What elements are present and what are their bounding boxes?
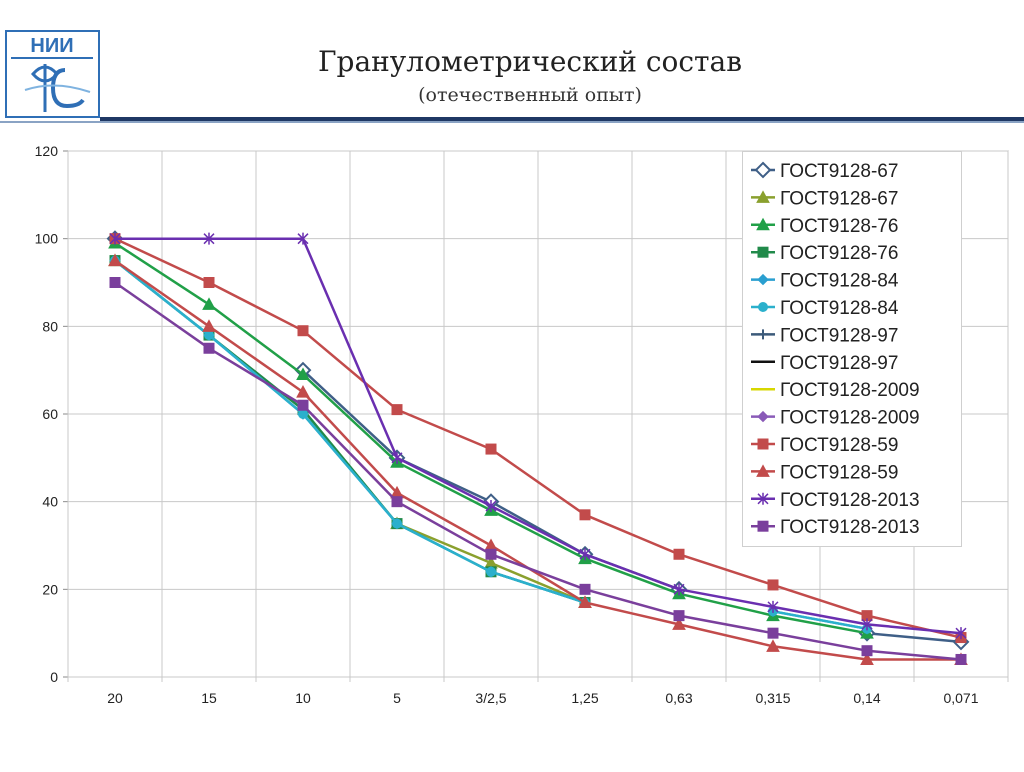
legend-entry: ГОСТ9128-97: [751, 325, 898, 346]
data-point: [580, 510, 590, 520]
x-tick-label: 15: [201, 690, 217, 706]
y-tick-label: 40: [42, 494, 58, 510]
x-tick-label: 0,63: [665, 690, 692, 706]
y-tick-label: 100: [35, 231, 59, 247]
legend-entry: ГОСТ9128-2009: [751, 408, 920, 429]
x-tick-label: 10: [295, 690, 311, 706]
legend-entry: ГОСТ9128-59: [751, 435, 898, 456]
data-point: [298, 400, 308, 410]
legend-svg: ГОСТ9128-67 ГОСТ9128-67 ГОСТ9128-76 ГОСТ912…: [743, 152, 961, 546]
legend-label: ГОСТ9128-2009: [780, 408, 920, 429]
chart-area: 0 20 40 60 80 100 120 20 15 10 5 3/2,5 1,25 0,63 0,315…: [0, 125, 1024, 767]
data-point: [486, 444, 496, 454]
data-point: [486, 567, 496, 577]
legend: ГОСТ9128-67 ГОСТ9128-67 ГОСТ9128-76 ГОСТ912…: [742, 151, 962, 547]
x-tick-label: 0,14: [853, 690, 880, 706]
data-point: [956, 654, 966, 664]
legend-swatch-marker: [758, 329, 768, 339]
data-point: [110, 278, 120, 288]
data-point: [768, 580, 778, 590]
data-point: [298, 326, 308, 336]
legend-label: ГОСТ9128-84: [780, 298, 899, 319]
x-tick-label: 0,071: [943, 690, 978, 706]
page-subtitle: (отечественный опыт): [200, 84, 860, 106]
legend-swatch-marker: [756, 163, 770, 177]
data-point: [204, 343, 214, 353]
y-tick-label: 80: [42, 318, 58, 334]
page-title: Гранулометрический состав: [200, 45, 860, 78]
legend-entry: ГОСТ9128-67: [751, 188, 898, 209]
header-rule-light: [0, 121, 1024, 123]
x-tick-label: 5: [393, 690, 401, 706]
data-point: [580, 584, 590, 594]
data-point: [674, 611, 684, 621]
y-tick-label: 120: [35, 143, 59, 159]
legend-label: ГОСТ9128-76: [780, 243, 898, 264]
legend-label: ГОСТ9128-84: [780, 271, 899, 292]
legend-label: ГОСТ9128-67: [780, 161, 898, 182]
legend-swatch-marker: [758, 247, 768, 257]
data-point: [392, 405, 402, 415]
legend-entry: ГОСТ9128-2013: [751, 490, 920, 511]
data-point: [486, 549, 496, 559]
legend-entry: ГОСТ9128-2013: [751, 517, 920, 538]
y-tick-label: 20: [42, 581, 58, 597]
legend-label: ГОСТ9128-97: [780, 353, 898, 374]
data-point: [768, 628, 778, 638]
data-point: [674, 549, 684, 559]
legend-swatch-marker: [758, 412, 768, 422]
nii-logo: НИИ: [5, 30, 100, 118]
legend-label: ГОСТ9128-76: [780, 216, 898, 237]
legend-label: ГОСТ9128-59: [780, 435, 898, 456]
x-tick-label: 1,25: [571, 690, 598, 706]
data-point: [862, 646, 872, 656]
x-tick-label: 0,315: [755, 690, 790, 706]
legend-entry: ГОСТ9128-84: [751, 298, 899, 319]
legend-entry: ГОСТ9128-76: [751, 243, 898, 264]
legend-label: ГОСТ9128-2013: [780, 490, 920, 511]
legend-swatch-marker: [758, 439, 768, 449]
legend-swatch-marker: [758, 275, 768, 285]
data-point: [392, 519, 402, 529]
slide-header: НИИ Гранулометрический состав (отечестве…: [0, 0, 1024, 125]
y-tick-label: 60: [42, 406, 58, 422]
legend-label: ГОСТ9128-2009: [780, 380, 920, 401]
legend-entry: ГОСТ9128-59: [751, 462, 898, 483]
data-point: [204, 278, 214, 288]
logo-text: НИИ: [30, 35, 73, 57]
legend-label: ГОСТ9128-97: [780, 325, 898, 346]
legend-label: ГОСТ9128-2013: [780, 517, 920, 538]
legend-entry: ГОСТ9128-97: [751, 353, 898, 374]
legend-label: ГОСТ9128-59: [780, 462, 898, 483]
legend-entry: ГОСТ9128-76: [751, 216, 898, 237]
y-tick-label: 0: [50, 669, 58, 685]
legend-swatch-marker: [758, 302, 768, 312]
legend-entry: ГОСТ9128-67: [751, 161, 898, 182]
legend-entry: ГОСТ9128-84: [751, 271, 899, 292]
x-tick-label: 3/2,5: [475, 690, 506, 706]
data-point: [392, 497, 402, 507]
legend-label: ГОСТ9128-67: [780, 188, 898, 209]
x-tick-label: 20: [107, 690, 123, 706]
legend-entry: ГОСТ9128-2009: [751, 380, 920, 401]
legend-swatch-marker: [758, 521, 768, 531]
